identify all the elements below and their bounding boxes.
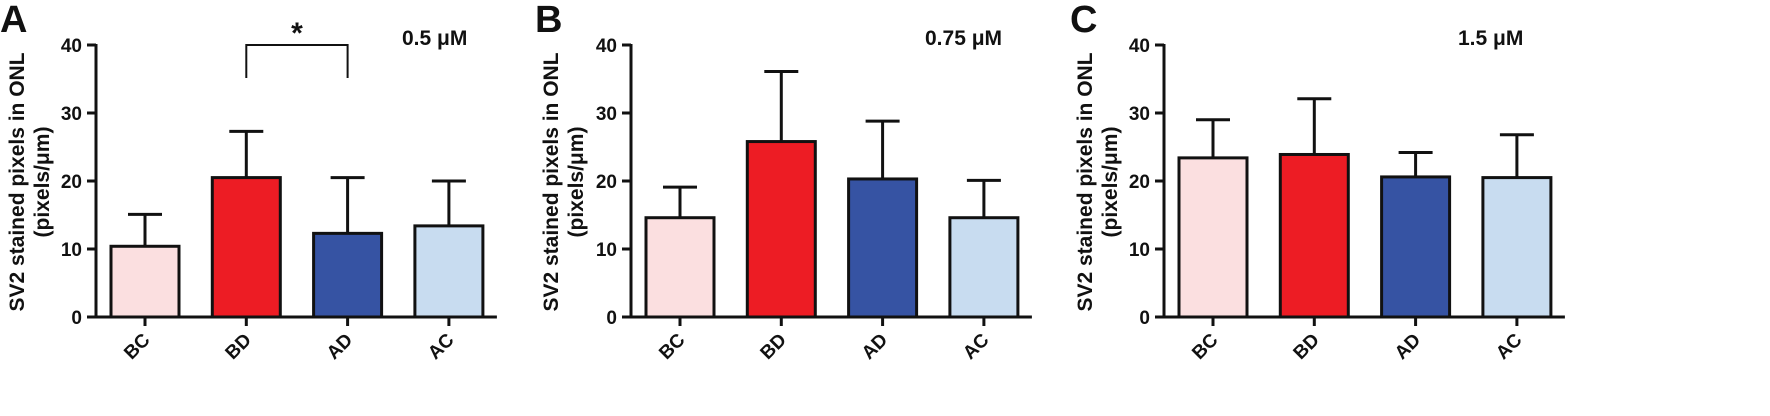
bar-bd <box>745 140 817 319</box>
category-label-ad: AD <box>323 330 357 364</box>
y-tick-label: 0 <box>71 308 82 329</box>
concentration-label: 1.5 μM <box>1458 27 1523 50</box>
bar-ac <box>948 216 1020 319</box>
category-labels: BC BD AD AC <box>1188 317 1527 364</box>
significance-star: * <box>291 17 303 50</box>
y-axis-title-line1: SV2 stained pixels in ONL <box>6 52 29 311</box>
y-tick-label: 30 <box>596 104 617 125</box>
chart-panel-c: C 1.5 μM SV2 stained pixels in ONL (pixe… <box>1070 0 1565 364</box>
bar-ad <box>1380 175 1452 319</box>
significance-bracket: * <box>245 17 349 78</box>
category-label-bc: BC <box>120 329 154 363</box>
bars <box>644 70 1020 319</box>
y-axis-title-line2: (pixels/μm) <box>31 127 54 238</box>
category-label-bd: BD <box>1290 330 1324 364</box>
category-labels: BC BD AD AC <box>120 317 459 364</box>
chart-panel-b: B 0.75 μM SV2 stained pixels in ONL (pix… <box>535 0 1032 364</box>
category-label-bd: BD <box>222 330 256 364</box>
y-axis-title-line1: SV2 stained pixels in ONL <box>1074 52 1097 311</box>
chart-panel-a: A 0.5 μM SV2 stained pixels in ONL (pixe… <box>0 0 497 364</box>
category-label-bc: BC <box>655 329 689 363</box>
category-labels: BC BD AD AC <box>655 317 994 364</box>
category-label-bc: BC <box>1188 329 1222 363</box>
y-tick-label: 20 <box>596 172 617 193</box>
y-tick-label: 30 <box>61 104 82 125</box>
y-tick-label: 30 <box>1129 104 1150 125</box>
category-label-bd: BD <box>757 330 791 364</box>
bar-bd <box>1278 152 1350 319</box>
category-label-ac: AC <box>424 329 458 363</box>
panel-letter: A <box>0 0 27 41</box>
bar-ac <box>413 224 485 319</box>
category-label-ac: AC <box>1492 329 1526 363</box>
concentration-label: 0.5 μM <box>402 27 467 50</box>
y-axis-title-line2: (pixels/μm) <box>1099 127 1122 238</box>
bars <box>1177 97 1553 319</box>
y-tick-label: 10 <box>61 240 82 261</box>
y-axis-title-line1: SV2 stained pixels in ONL <box>540 52 563 311</box>
y-tick-label: 40 <box>1129 36 1150 57</box>
bar-bc <box>1177 156 1249 319</box>
bar-bd <box>210 176 282 319</box>
y-tick-label: 10 <box>1129 240 1150 261</box>
y-tick-label: 20 <box>61 172 82 193</box>
y-tick-label: 40 <box>596 36 617 57</box>
y-axis-title-line2: (pixels/μm) <box>565 127 588 238</box>
bar-ad <box>847 177 919 319</box>
significance-line <box>245 44 349 78</box>
category-label-ad: AD <box>858 330 892 364</box>
bar-ac <box>1481 176 1553 319</box>
bars <box>109 129 485 319</box>
y-tick-label: 40 <box>61 36 82 57</box>
category-label-ad: AD <box>1391 330 1425 364</box>
y-tick-label: 20 <box>1129 172 1150 193</box>
concentration-label: 0.75 μM <box>925 27 1002 50</box>
y-tick-label: 0 <box>606 308 617 329</box>
panel-letter: C <box>1070 0 1097 41</box>
category-label-ac: AC <box>959 329 993 363</box>
y-tick-label: 0 <box>1139 308 1150 329</box>
bar-ad <box>312 231 384 319</box>
y-tick-label: 10 <box>596 240 617 261</box>
bar-bc <box>644 216 716 319</box>
bar-bc <box>109 244 181 319</box>
panel-letter: B <box>535 0 562 41</box>
